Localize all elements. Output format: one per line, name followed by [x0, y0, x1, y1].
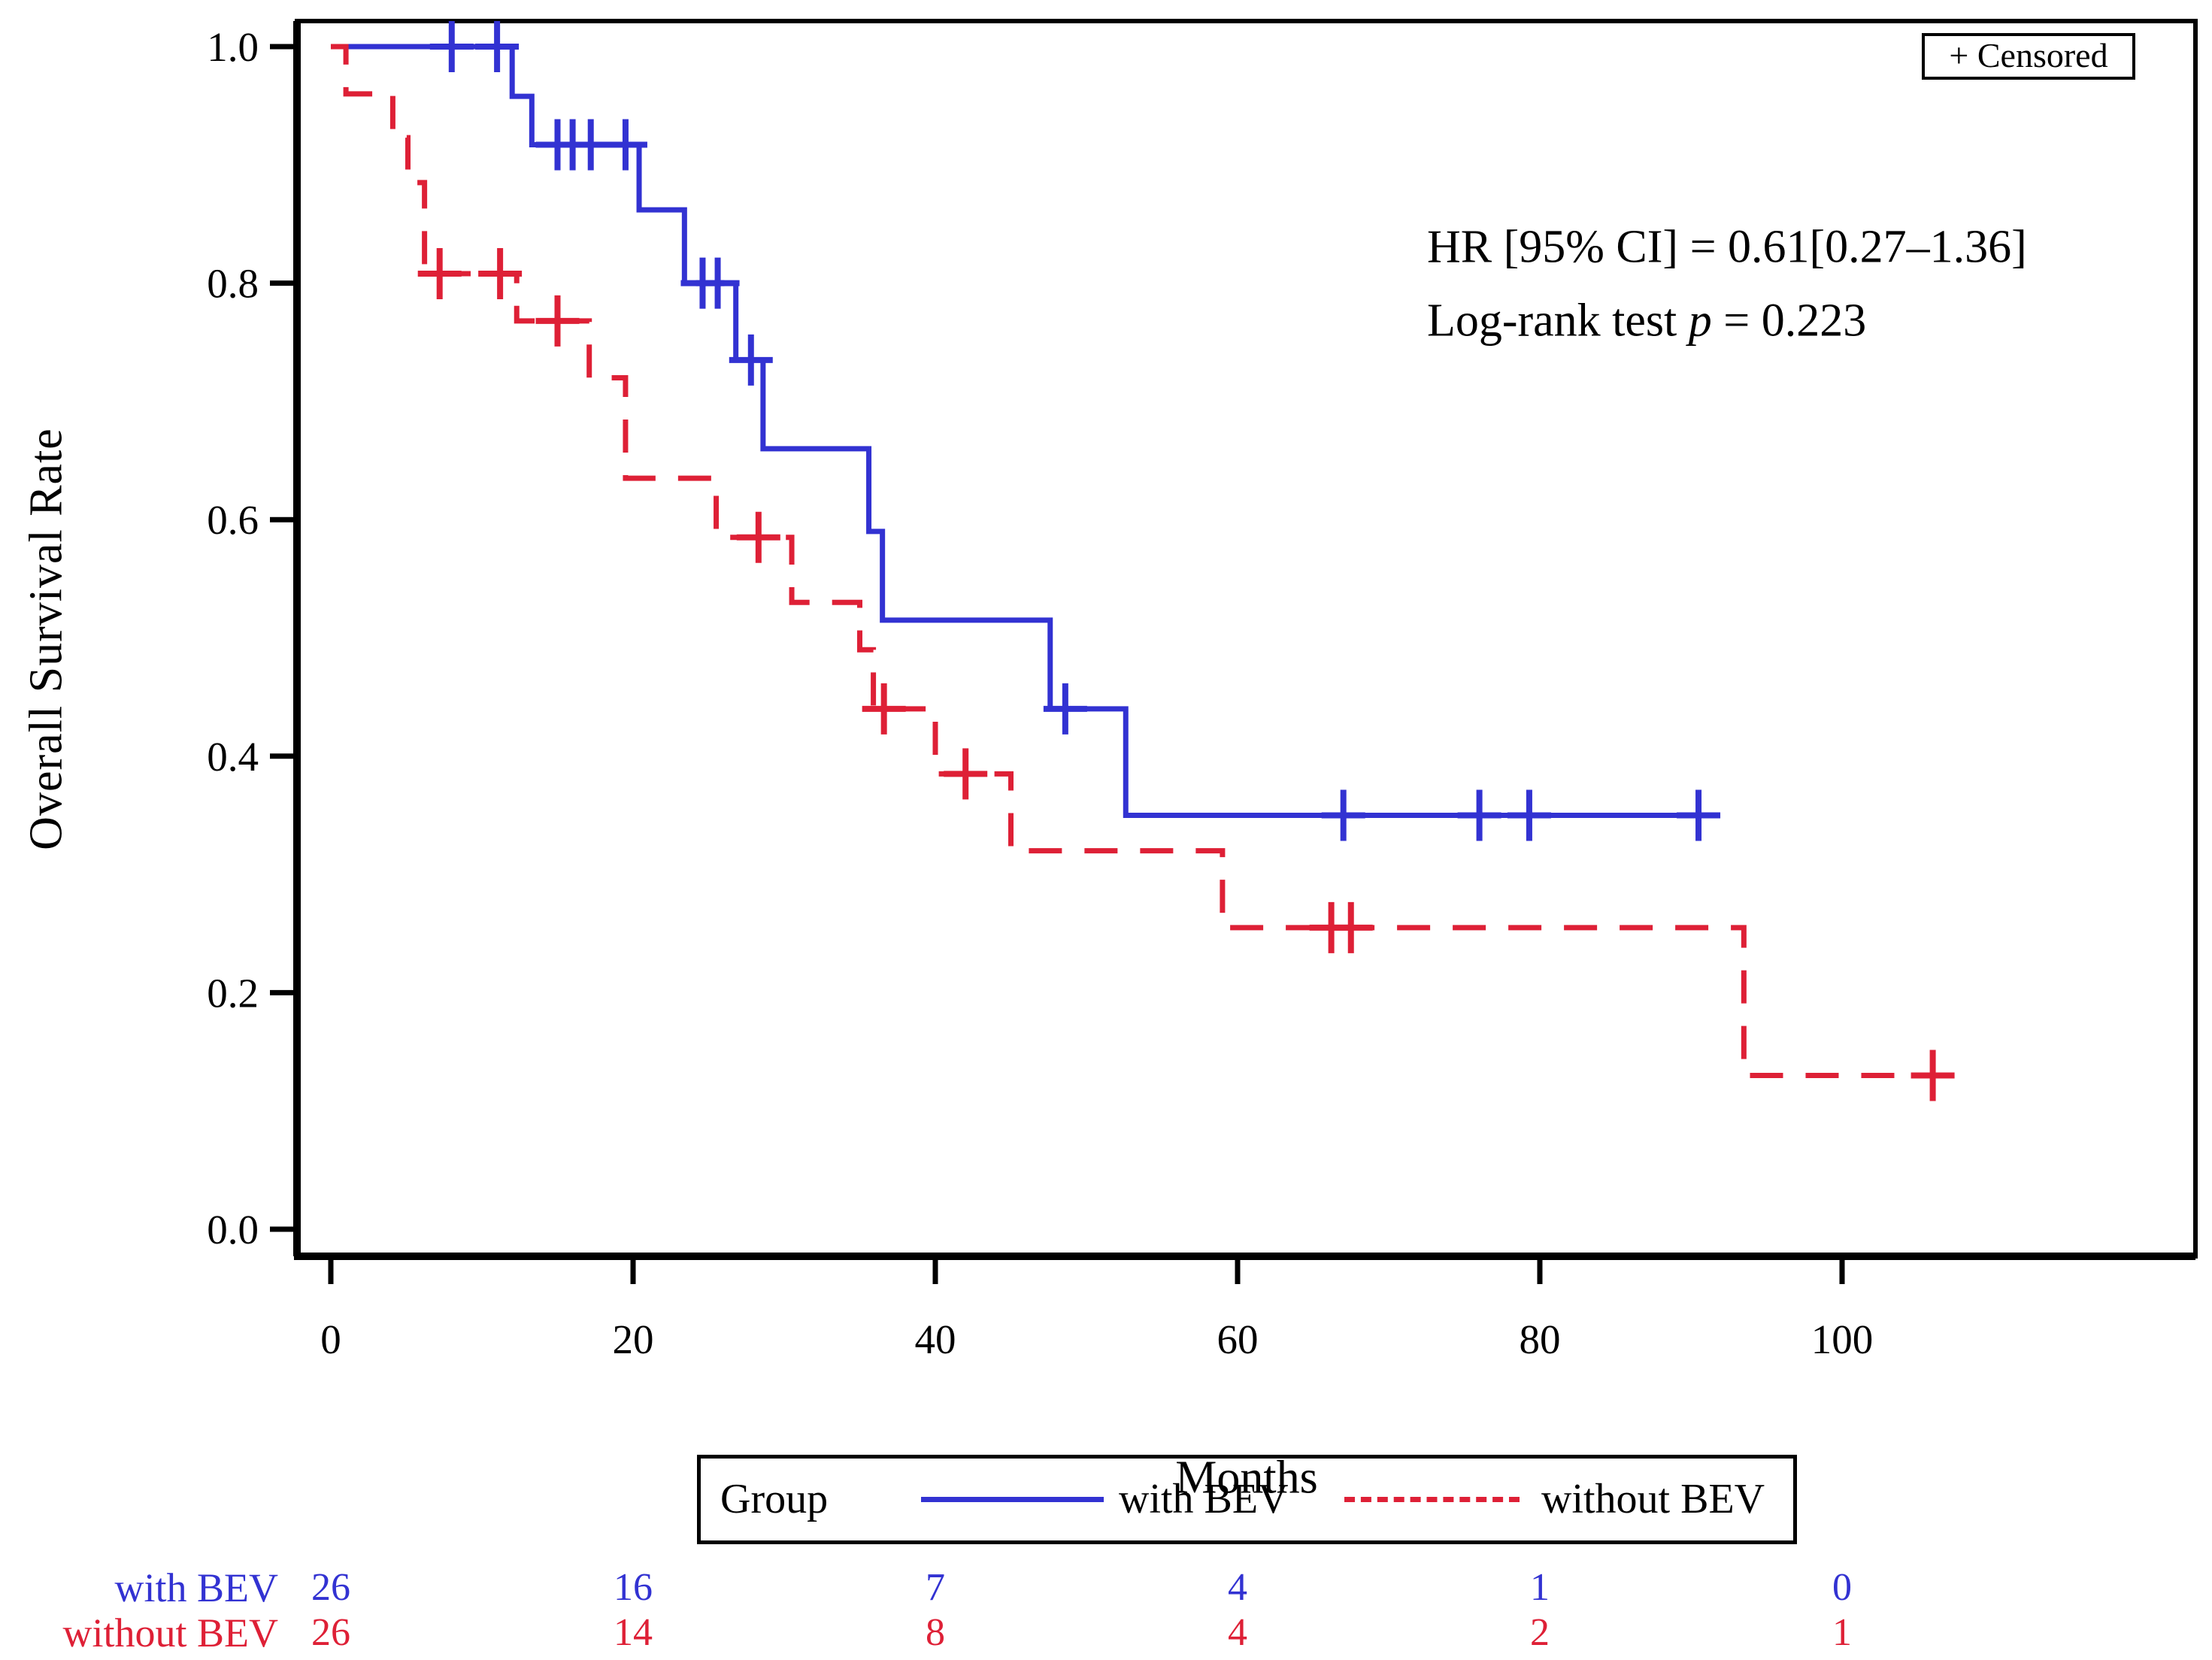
hazard-ratio-annotation: HR [95% CI] = 0.61[0.27–1.36]: [1427, 221, 2027, 273]
svg-text:20: 20: [613, 1316, 654, 1362]
group-legend-box: Group with BEV without BEV: [697, 1455, 1797, 1544]
logrank-p-symbol: p: [1688, 295, 1712, 347]
svg-text:1.0: 1.0: [207, 24, 259, 70]
svg-text:60: 60: [1217, 1316, 1259, 1362]
svg-text:0.8: 0.8: [207, 261, 259, 307]
svg-text:100: 100: [1811, 1316, 1874, 1362]
logrank-value: = 0.223: [1711, 295, 1867, 347]
with-bev-legend-label: with BEV: [1119, 1476, 1289, 1522]
svg-text:0: 0: [320, 1316, 341, 1362]
logrank-prefix: Log-rank test: [1427, 295, 1689, 347]
svg-text:40: 40: [915, 1316, 956, 1362]
censored-legend-label: + Censored: [1949, 36, 2108, 74]
x-axis-title: Months: [1175, 1452, 1318, 1504]
svg-text:0.6: 0.6: [207, 497, 259, 543]
logrank-annotation: Log-rank test p = 0.223: [1427, 295, 1866, 348]
svg-text:0.4: 0.4: [207, 734, 259, 780]
svg-text:0.0: 0.0: [207, 1207, 259, 1253]
svg-text:80: 80: [1520, 1316, 1561, 1362]
svg-text:0.2: 0.2: [207, 970, 259, 1016]
without-bev-line-swatch: [1344, 1497, 1520, 1502]
without-bev-legend-label: without BEV: [1541, 1476, 1765, 1522]
legend-title: Group: [720, 1476, 829, 1522]
with-bev-line-swatch: [921, 1497, 1104, 1502]
censored-legend-box: + Censored: [1922, 33, 2135, 80]
y-axis-title: Overall Survival Rate: [20, 428, 72, 850]
